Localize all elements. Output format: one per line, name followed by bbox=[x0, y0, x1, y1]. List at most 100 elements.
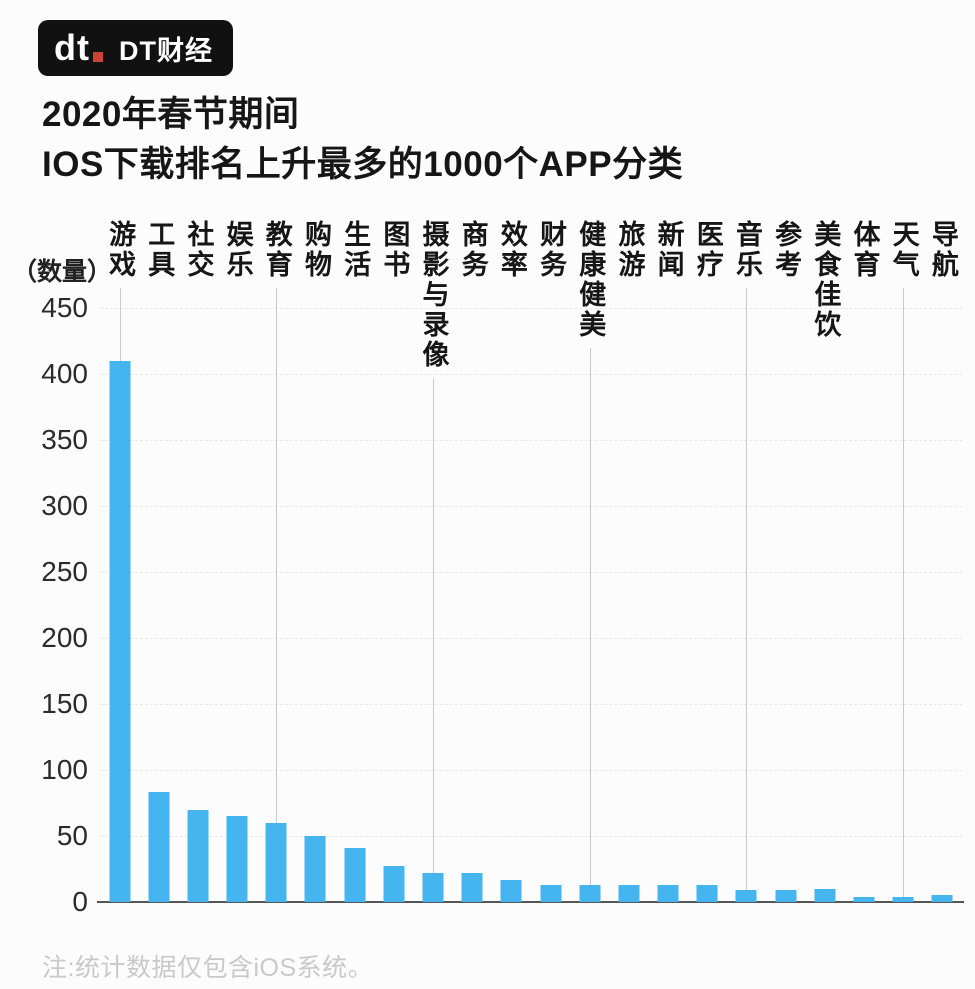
chart-title-line2: IOS下载排名上升最多的1000个APP分类 bbox=[42, 144, 684, 184]
y-axis-unit-label: （数量） bbox=[12, 258, 113, 286]
y-tick-label: 250 bbox=[41, 556, 88, 587]
bar-column: 导航 bbox=[923, 220, 962, 902]
category-label: 教育 bbox=[261, 220, 292, 280]
category-label: 效率 bbox=[496, 220, 527, 280]
bar-column: 生活 bbox=[335, 220, 374, 902]
y-tick-label: 50 bbox=[56, 820, 88, 851]
bar-column: 效率 bbox=[492, 220, 531, 902]
category-label: 天气 bbox=[888, 220, 919, 280]
horizontal-gridline bbox=[100, 770, 962, 771]
horizontal-gridline bbox=[100, 506, 962, 507]
chart-title: 2020年春节期间 IOS下载排名上升最多的1000个APP分类 bbox=[42, 90, 683, 189]
bar bbox=[657, 884, 679, 902]
bar bbox=[383, 866, 405, 902]
bar-column: 医疗 bbox=[688, 220, 727, 902]
bar bbox=[735, 890, 757, 902]
bar bbox=[422, 872, 444, 902]
bar bbox=[304, 836, 326, 902]
category-label: 医疗 bbox=[692, 220, 723, 280]
category-label: 游戏 bbox=[105, 220, 136, 280]
logo-red-dot-icon bbox=[92, 52, 103, 63]
category-label: 社交 bbox=[183, 220, 214, 280]
bar bbox=[187, 809, 209, 902]
bar-column: 购物 bbox=[296, 220, 335, 902]
horizontal-gridline bbox=[100, 704, 962, 705]
bar-column: 天气 bbox=[884, 220, 923, 902]
chart-title-line1: 2020年春节期间 bbox=[42, 95, 300, 134]
horizontal-gridline bbox=[100, 440, 962, 441]
bar-column: 社交 bbox=[178, 220, 217, 902]
bar-column: 财务 bbox=[531, 220, 570, 902]
y-tick-label: 100 bbox=[41, 754, 88, 785]
logo-mark-text: dt bbox=[54, 26, 90, 68]
bar-column: 游戏 bbox=[100, 220, 139, 902]
bar bbox=[500, 879, 522, 902]
bar-column: 商务 bbox=[453, 220, 492, 902]
bar bbox=[931, 895, 953, 902]
category-label: 音乐 bbox=[731, 220, 762, 280]
bar bbox=[109, 360, 131, 902]
bar-column: 工具 bbox=[139, 220, 178, 902]
bar-column: 新闻 bbox=[649, 220, 688, 902]
bar-column: 摄影与录像 bbox=[413, 220, 452, 902]
category-label: 健康健美 bbox=[575, 220, 606, 340]
bar bbox=[892, 896, 914, 902]
y-tick-label: 400 bbox=[41, 358, 88, 389]
y-tick-label: 200 bbox=[41, 622, 88, 653]
dt-finance-logo: dt DT财经 bbox=[38, 20, 233, 76]
horizontal-gridline bbox=[100, 836, 962, 837]
horizontal-gridline bbox=[100, 572, 962, 573]
vertical-gridline bbox=[433, 378, 435, 902]
category-label: 商务 bbox=[457, 220, 488, 280]
category-label: 摄影与录像 bbox=[418, 220, 449, 370]
bar-column: 音乐 bbox=[727, 220, 766, 902]
bar-column: 健康健美 bbox=[570, 220, 609, 902]
category-label: 购物 bbox=[300, 220, 331, 280]
vertical-gridline bbox=[746, 288, 748, 902]
bar bbox=[148, 792, 170, 902]
bar-column: 参考 bbox=[766, 220, 805, 902]
bar-column: 体育 bbox=[844, 220, 883, 902]
y-tick-label: 350 bbox=[41, 424, 88, 455]
bar-column: 美食佳饮 bbox=[805, 220, 844, 902]
bar-column: 娱乐 bbox=[218, 220, 257, 902]
bar-column: 教育 bbox=[257, 220, 296, 902]
logo-brand-name: DT财经 bbox=[118, 35, 213, 66]
bar bbox=[540, 884, 562, 902]
category-label: 美食佳饮 bbox=[810, 220, 841, 340]
bar bbox=[814, 888, 836, 902]
category-label: 财务 bbox=[536, 220, 567, 280]
category-label: 图书 bbox=[379, 220, 410, 280]
bar bbox=[696, 884, 718, 902]
vertical-gridline bbox=[903, 288, 905, 902]
horizontal-gridline bbox=[100, 374, 962, 375]
vertical-gridline bbox=[276, 288, 278, 902]
bar bbox=[226, 816, 248, 902]
horizontal-gridline bbox=[100, 308, 962, 309]
bar-column: 图书 bbox=[374, 220, 413, 902]
bar bbox=[853, 896, 875, 902]
category-label: 体育 bbox=[849, 220, 880, 280]
category-label: 旅游 bbox=[614, 220, 645, 280]
category-label: 导航 bbox=[927, 220, 958, 280]
y-tick-label: 0 bbox=[72, 886, 88, 917]
bar-column: 旅游 bbox=[609, 220, 648, 902]
footnote: 注:统计数据仅包含iOS系统。 bbox=[42, 954, 374, 982]
category-label: 生活 bbox=[340, 220, 371, 280]
category-label: 工具 bbox=[144, 220, 175, 280]
plot-area: 游戏 工具 社交 娱乐 教育 购物 生活 图书 摄影与录像 商务 效率 财务 健康健美 旅游 新闻 医疗 音乐参… bbox=[100, 220, 962, 902]
bar bbox=[265, 822, 287, 902]
category-label: 新闻 bbox=[653, 220, 684, 280]
vertical-gridline bbox=[589, 348, 591, 902]
y-tick-label: 300 bbox=[41, 490, 88, 521]
bar bbox=[579, 884, 601, 902]
bar bbox=[461, 872, 483, 902]
y-tick-label: 450 bbox=[41, 292, 88, 323]
horizontal-gridline bbox=[100, 638, 962, 639]
x-axis-line bbox=[97, 901, 964, 903]
bar bbox=[775, 890, 797, 902]
y-tick-label: 150 bbox=[41, 688, 88, 719]
dt-logo-mark-icon: dt bbox=[54, 26, 103, 68]
category-label: 参考 bbox=[771, 220, 802, 280]
